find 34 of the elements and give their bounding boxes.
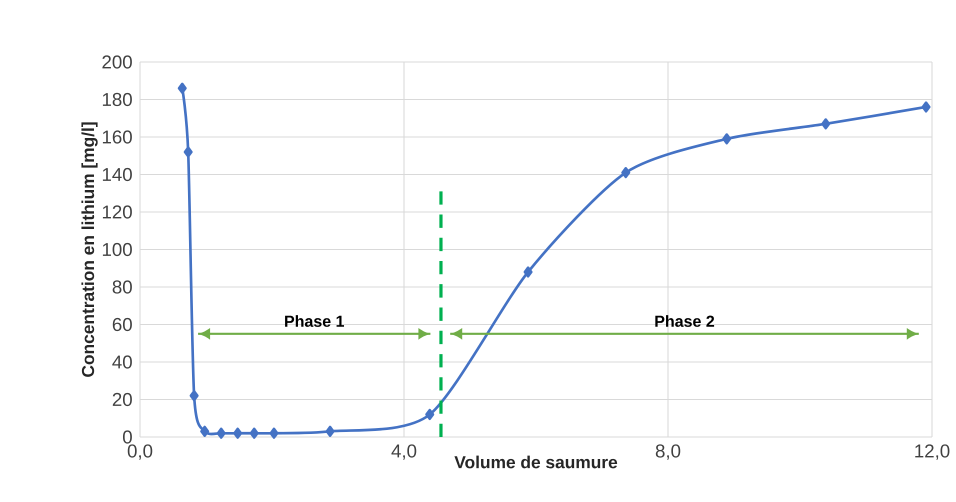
- point: [922, 101, 931, 113]
- point: [524, 266, 533, 278]
- y-axis-title: Concentration en lithium [mg/l]: [81, 122, 98, 377]
- x-tick-label: 4,0: [391, 444, 416, 460]
- point: [250, 428, 259, 439]
- y-tick-label: 160: [102, 130, 132, 144]
- x-tick-label: 12,0: [915, 444, 950, 460]
- point: [178, 82, 187, 94]
- y-tick-label: 80: [112, 280, 132, 294]
- y-tick-label: 100: [102, 242, 132, 256]
- x-axis-title: Volume de saumure: [454, 456, 618, 468]
- point: [233, 428, 242, 439]
- point: [722, 133, 732, 144]
- point: [190, 390, 199, 402]
- y-tick-label: 60: [112, 318, 132, 332]
- point: [216, 428, 226, 439]
- annotation: Phase 2: [655, 315, 714, 327]
- y-tick-label: 140: [102, 168, 132, 182]
- x-tick-label: 0,0: [128, 444, 152, 460]
- point: [269, 428, 279, 439]
- x-tick-label: 8,0: [656, 444, 680, 460]
- point: [184, 146, 193, 158]
- y-tick-label: 20: [112, 392, 132, 406]
- point: [621, 167, 630, 178]
- point: [326, 426, 335, 437]
- point: [821, 118, 830, 130]
- y-tick-label: 120: [102, 205, 132, 219]
- y-tick-label: 180: [102, 92, 132, 106]
- y-tick-label: 40: [112, 355, 132, 369]
- point: [200, 426, 210, 437]
- point: [425, 408, 434, 420]
- y-tick-label: 200: [102, 55, 132, 69]
- y-tick-label: 0: [122, 430, 132, 444]
- annotation: Phase 1: [285, 315, 344, 327]
